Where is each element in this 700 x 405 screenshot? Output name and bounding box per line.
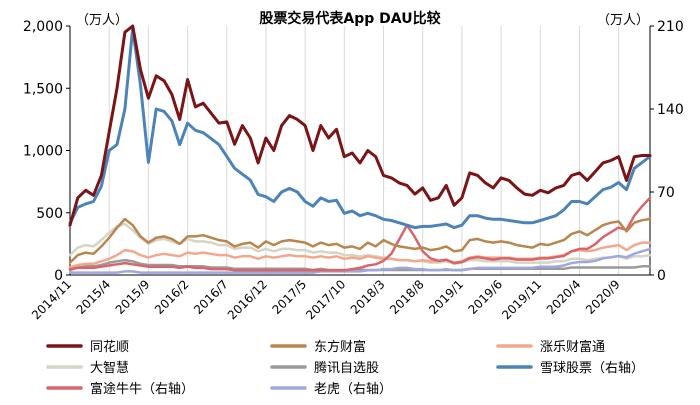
x-tick-label: 2016/12 <box>225 277 270 322</box>
right-tick-label: 210 <box>657 19 684 35</box>
x-tick-label: 2020/4 <box>544 277 584 317</box>
left-tick-label: 500 <box>36 206 63 222</box>
right-tick-label: 140 <box>657 102 684 118</box>
x-tick-label: 2018/3 <box>348 277 388 317</box>
left-tick-label: 2,000 <box>23 19 63 35</box>
x-tick-label: 2018/8 <box>387 277 427 317</box>
x-tick-label: 2019/11 <box>499 277 544 322</box>
x-tick-label: 2014/11 <box>29 277 74 322</box>
series-line-4 <box>68 222 652 266</box>
series-line-5 <box>68 258 652 272</box>
x-tick-label: 2020/9 <box>583 277 623 317</box>
right-axis-unit: （万人） <box>597 13 649 28</box>
legend-label: 东方财富 <box>314 339 366 355</box>
legend-label: 雪球股票（右轴） <box>540 361 644 376</box>
left-tick-label: 1,000 <box>23 144 63 160</box>
series-line-7 <box>68 196 652 272</box>
legend-label: 同花顺 <box>90 339 129 355</box>
x-tick-label: 2019/1 <box>426 277 466 317</box>
x-tick-label: 2016/7 <box>191 277 231 317</box>
left-tick-label: 0 <box>54 268 63 284</box>
series-line-2 <box>68 217 652 264</box>
legend-label: 老虎（右轴） <box>314 382 392 397</box>
series-line-8 <box>68 247 652 274</box>
legend-label: 富途牛牛（右轴） <box>90 381 194 397</box>
legend-label: 涨乐财富通 <box>540 339 605 355</box>
x-tick-label: 2015/4 <box>74 277 114 317</box>
chart-title: 股票交易代表App DAU比较 <box>259 10 440 27</box>
x-tick-label: 2016/2 <box>152 277 192 317</box>
x-tick-label: 2015/9 <box>113 277 153 317</box>
series-group <box>68 24 652 274</box>
x-tick-label: 2017/10 <box>303 277 348 322</box>
series-line-6 <box>68 26 652 230</box>
left-tick-label: 1,500 <box>23 81 63 97</box>
legend-label: 腾讯自选股 <box>314 360 379 376</box>
legend-label: 大智慧 <box>90 360 129 376</box>
grid-lines <box>69 26 620 275</box>
right-tick-label: 0 <box>657 268 666 284</box>
right-tick-label: 70 <box>657 185 675 201</box>
x-tick-label: 2019/6 <box>465 277 505 317</box>
x-tick-label: 2017/5 <box>270 277 310 317</box>
series-line-1 <box>68 24 652 227</box>
left-axis-unit: （万人） <box>76 13 128 28</box>
